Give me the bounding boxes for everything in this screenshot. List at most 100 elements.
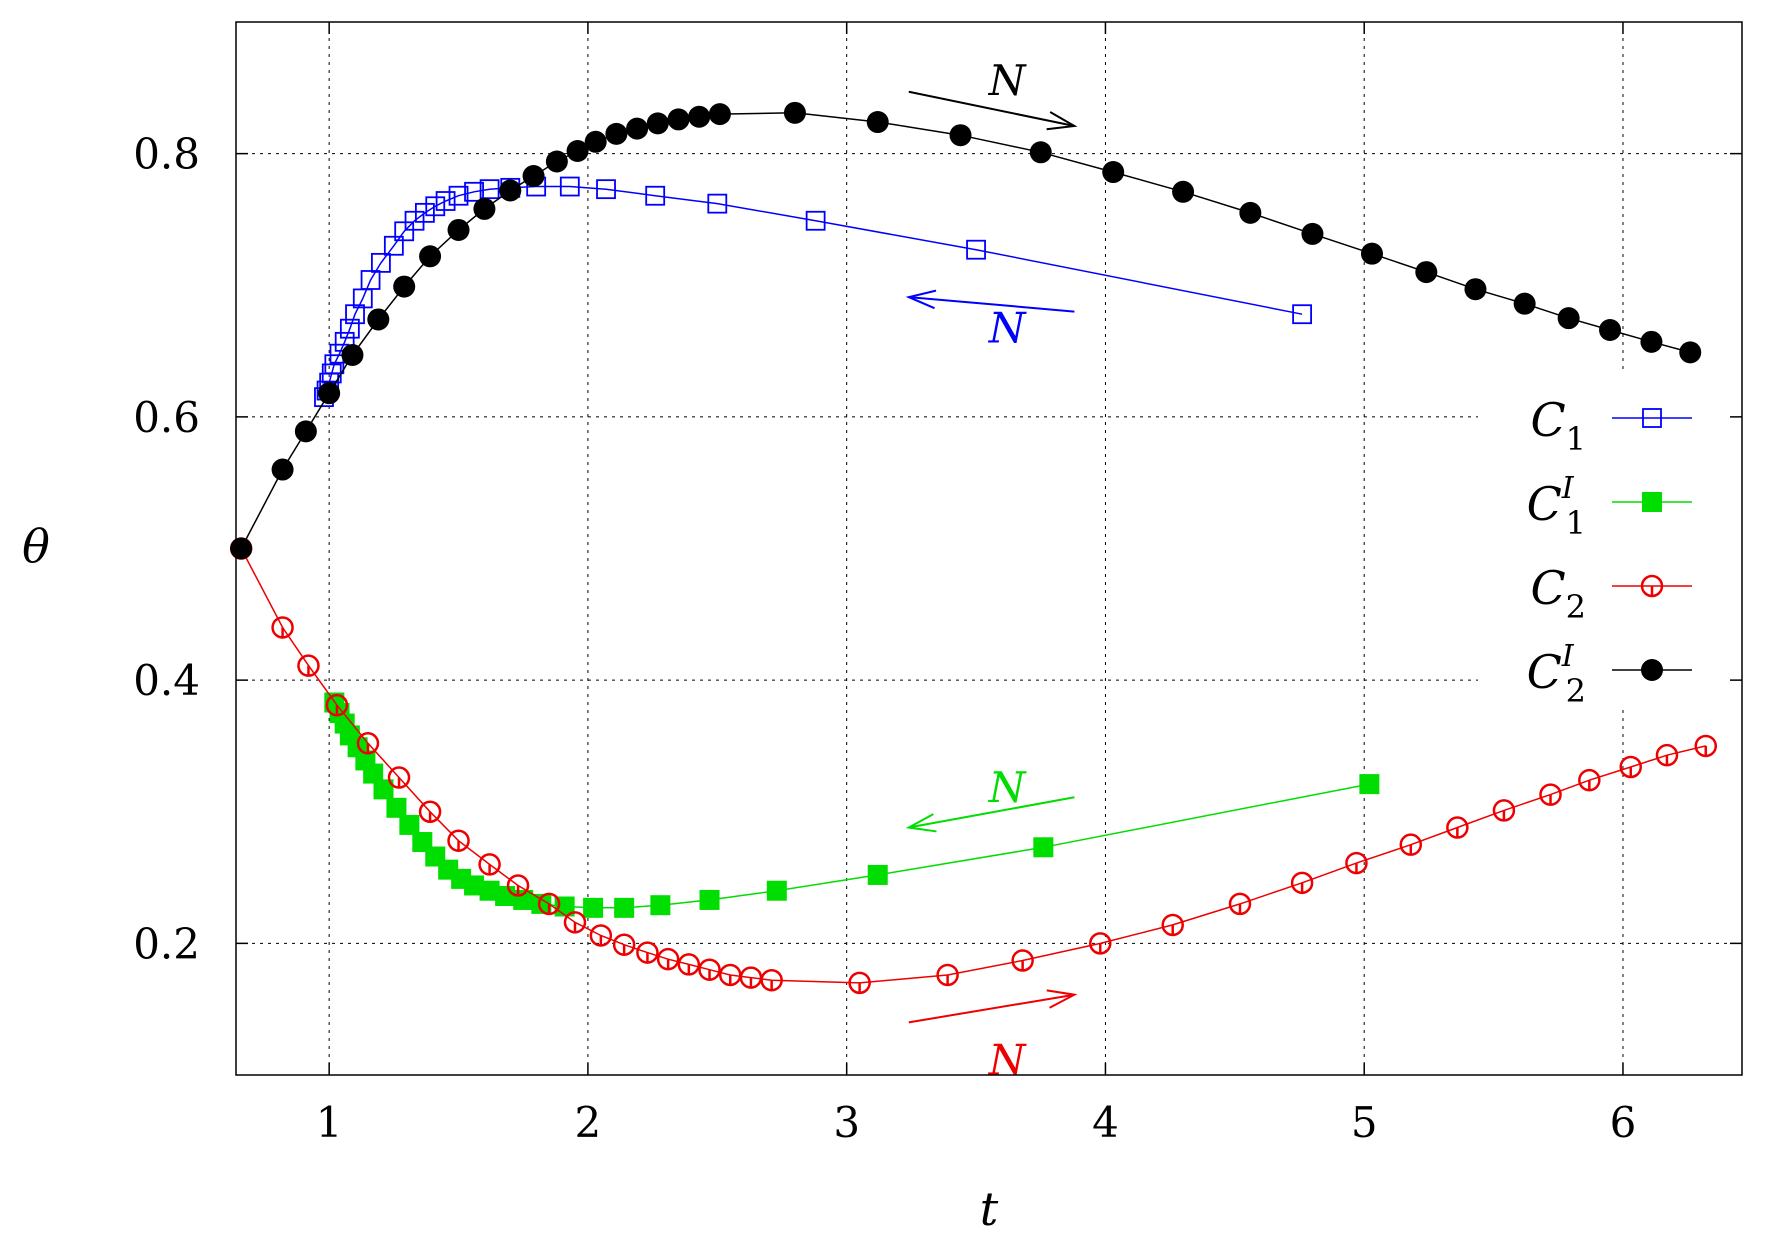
- data-point: [1464, 278, 1487, 301]
- data-point: [636, 941, 659, 964]
- data-point: [596, 179, 616, 200]
- data-point: [584, 130, 607, 153]
- legend-label: CI 2: [1527, 639, 1586, 710]
- data-point: [373, 779, 394, 800]
- legend-entry: C1: [1530, 393, 1692, 458]
- data-point: [495, 885, 516, 906]
- legend-entry: C2: [1530, 561, 1692, 626]
- data-point: [1578, 768, 1601, 792]
- data-point: [805, 210, 826, 231]
- series-c1-sup-i: [324, 692, 1380, 918]
- data-point: [589, 924, 613, 947]
- data-point: [425, 196, 446, 217]
- arrow-head: [1046, 111, 1078, 131]
- data-point: [404, 210, 425, 231]
- arrow-label: N: [988, 763, 1027, 812]
- data-point: [1492, 799, 1516, 822]
- data-point: [866, 111, 889, 134]
- data-point: [522, 165, 545, 188]
- data-point: [1599, 319, 1622, 342]
- data-point: [1640, 330, 1663, 353]
- arrow-shaft: [908, 296, 1075, 313]
- data-point: [563, 911, 587, 934]
- data-point: [1655, 743, 1679, 767]
- data-point: [1345, 851, 1368, 875]
- legend-entry: CI 1: [1527, 471, 1692, 542]
- data-point: [341, 344, 364, 367]
- x-tick-label: 1: [316, 1098, 343, 1147]
- data-point: [1619, 755, 1642, 779]
- data-point: [1694, 734, 1718, 758]
- data-point: [612, 933, 636, 956]
- x-tick-label: 4: [1092, 1098, 1119, 1147]
- legend-box: [1478, 370, 1740, 710]
- data-point: [1172, 180, 1195, 203]
- data-point: [1642, 408, 1662, 428]
- data-point: [448, 185, 469, 206]
- legend-label: CI 1: [1527, 471, 1586, 542]
- data-point: [949, 124, 972, 147]
- data-point: [614, 897, 635, 918]
- data-point: [1539, 783, 1562, 806]
- data-point: [1679, 341, 1702, 364]
- data-point: [363, 763, 384, 784]
- data-point: [646, 112, 669, 135]
- data-point: [650, 895, 671, 916]
- x-axis-label: t: [980, 1182, 999, 1236]
- data-point: [1513, 292, 1536, 315]
- series-c2: [229, 537, 1718, 995]
- data-point: [318, 382, 341, 405]
- data-point: [1642, 492, 1662, 512]
- data-point: [345, 304, 365, 325]
- data-point: [1301, 222, 1324, 245]
- data-point: [464, 181, 484, 202]
- arrow-shaft: [908, 993, 1075, 1024]
- direction-arrow: N: [905, 763, 1075, 833]
- data-point: [1102, 161, 1125, 184]
- direction-arrow: N: [908, 989, 1078, 1085]
- data-point: [688, 105, 711, 128]
- arrow-label: N: [988, 1036, 1027, 1085]
- data-point: [294, 420, 317, 443]
- data-point: [531, 893, 552, 914]
- plot-frame: [235, 21, 1743, 1076]
- data-point: [936, 963, 959, 987]
- data-point: [605, 122, 628, 145]
- data-point: [1290, 871, 1314, 895]
- data-point: [356, 732, 380, 755]
- data-point: [559, 176, 580, 197]
- data-point: [566, 139, 589, 162]
- arrow-head: [1046, 989, 1078, 1009]
- legend: C1 CI 1 C2 CI 2: [1478, 370, 1740, 710]
- direction-arrow: N: [905, 289, 1075, 353]
- data-point: [1089, 932, 1112, 955]
- data-point: [499, 179, 522, 202]
- data-point: [1239, 201, 1262, 224]
- data-point: [297, 654, 320, 677]
- series-c2-sup-i: [230, 101, 1702, 560]
- data-point: [478, 853, 501, 876]
- data-point: [414, 202, 435, 223]
- data-point: [1360, 242, 1383, 265]
- data-point: [1640, 574, 1664, 598]
- data-point: [1415, 261, 1438, 284]
- data-point: [271, 458, 294, 481]
- data-point: [656, 947, 680, 971]
- data-point: [1359, 774, 1380, 795]
- data-point: [1641, 659, 1663, 681]
- data-point: [677, 953, 701, 976]
- y-axis-label: θ: [22, 520, 50, 574]
- data-point: [867, 864, 888, 885]
- data-point: [1399, 833, 1423, 856]
- data-point: [419, 245, 442, 268]
- data-point: [371, 252, 391, 273]
- x-tick-label: 6: [1610, 1098, 1637, 1147]
- data-point: [1011, 949, 1034, 972]
- data-point: [698, 958, 721, 981]
- data-point: [1557, 307, 1580, 330]
- data-point: [699, 889, 720, 910]
- arrow-head: [905, 289, 937, 310]
- legend-label: C1: [1530, 393, 1586, 458]
